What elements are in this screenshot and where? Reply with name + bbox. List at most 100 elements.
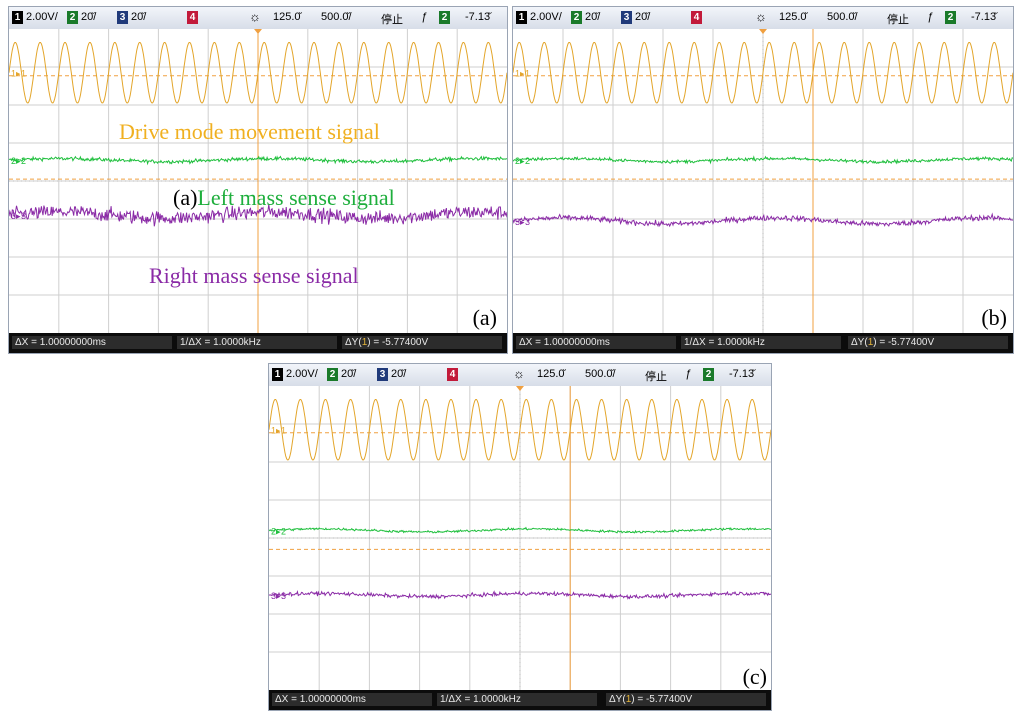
measurement-bar: ΔX = 1.00000000ms 1/ΔX = 1.0000kHz ΔY(1)…	[513, 333, 1013, 353]
ch2-ground-marker[interactable]: 2▸	[515, 156, 525, 166]
delta-x-readout[interactable]: ΔX = 1.00000000ms	[12, 336, 172, 349]
waveform-plot: 1▸ 1 2▸ 2 3▸ 3	[268, 386, 772, 690]
trigger-source[interactable]: 2	[439, 11, 453, 24]
ch3-label: 3	[525, 217, 530, 227]
ch3-number: 3	[377, 368, 388, 381]
waveform-screen: 1▸ 1 2▸ 2 3▸ 3	[512, 29, 1014, 333]
ch2-ground-marker[interactable]: 2▸	[271, 526, 281, 536]
ch3-scale[interactable]: 3 20̆/	[621, 11, 650, 24]
delta-x-readout[interactable]: ΔX = 1.00000000ms	[516, 336, 676, 349]
waveform-plot: 1▸ 1 2▸ 2 3▸ 3	[8, 29, 508, 333]
ch1-scale[interactable]: 1 2.00V/	[12, 11, 58, 24]
ch1-label: 1	[525, 69, 530, 79]
left-annotation-prefix: (a)	[173, 185, 198, 210]
ch2-scale[interactable]: 2 20̆/	[327, 368, 356, 381]
measurement-bar: ΔX = 1.00000000ms 1/ΔX = 1.0000kHz ΔY(1)…	[269, 690, 771, 710]
run-state[interactable]: 停止	[381, 14, 403, 26]
inverse-delta-x-readout[interactable]: 1/ΔX = 1.0000kHz	[437, 693, 597, 706]
delta-y-readout[interactable]: ΔY(1) = -5.77400V	[848, 336, 1008, 349]
left-annotation-text: Left mass sense signal	[197, 185, 395, 210]
ch2-trace	[512, 155, 1014, 165]
right-signal-annotation: Right mass sense signal	[149, 263, 359, 288]
ch1-scale[interactable]: 1 2.00V/	[516, 11, 562, 24]
trigger-ch-number: 2	[945, 11, 956, 24]
time-offset[interactable]: 125.0̆	[537, 368, 565, 380]
trigger-position-marker	[516, 386, 524, 391]
trigger-source[interactable]: 2	[945, 11, 959, 24]
ch3-trace	[8, 204, 508, 227]
falling-edge-icon[interactable]: ƒ	[927, 11, 934, 23]
falling-edge-icon[interactable]: ƒ	[421, 11, 428, 23]
ch1-number: 1	[12, 11, 23, 24]
ch4-scale[interactable]: 4	[187, 11, 201, 24]
ch1-trace	[268, 399, 772, 461]
ch4-number: 4	[187, 11, 198, 24]
ch1-trace	[8, 42, 508, 104]
left-signal-annotation: (a)Left mass sense signal	[173, 185, 395, 211]
dy-suffix: ) = -5.77400V	[873, 337, 935, 348]
delta-y-readout[interactable]: ΔY(1) = -5.77400V	[606, 693, 766, 706]
ch4-scale[interactable]: 4	[691, 11, 705, 24]
ch3-scale-value: 20̆/	[131, 11, 147, 23]
ch2-number: 2	[67, 11, 78, 24]
ch3-ground-marker[interactable]: 3▸	[515, 217, 525, 227]
run-state[interactable]: 停止	[645, 371, 667, 383]
status-bar: 1 2.00V/ 2 20̆/ 3 20̆/ 4 ☼ 125.0̆ 500.0̆/ 停…	[9, 7, 507, 30]
delta-x-readout[interactable]: ΔX = 1.00000000ms	[272, 693, 432, 706]
scope-panel-c: 1 2.00V/ 2 20̆/ 3 20̆/ 4 ☼ 125.0̆ 500.0̆/ 停…	[268, 363, 772, 711]
ch3-scale[interactable]: 3 20̆/	[377, 368, 406, 381]
time-offset[interactable]: 125.0̆	[779, 11, 807, 23]
ch2-ground-marker[interactable]: 2▸	[11, 156, 21, 166]
ch2-scale-value: 20̆/	[341, 368, 357, 380]
waveform-screen: 1▸ 1 2▸ 2 3▸ 3	[8, 29, 508, 333]
ch1-ground-marker[interactable]: 1▸	[515, 69, 525, 79]
ch4-number: 4	[447, 368, 458, 381]
trigger-source[interactable]: 2	[703, 368, 717, 381]
ch1-number: 1	[272, 368, 283, 381]
time-offset[interactable]: 125.0̆	[273, 11, 301, 23]
ch1-scale[interactable]: 1 2.00V/	[272, 368, 318, 381]
ch3-scale[interactable]: 3 20̆/	[117, 11, 146, 24]
ch2-scale[interactable]: 2 20̆/	[67, 11, 96, 24]
dy-prefix: ΔY(	[345, 337, 362, 348]
ch4-scale[interactable]: 4	[447, 368, 461, 381]
ch3-label: 3	[21, 211, 26, 221]
ch2-scale[interactable]: 2 20̆/	[571, 11, 600, 24]
ch1-label: 1	[281, 426, 286, 436]
run-state[interactable]: 停止	[887, 14, 909, 26]
ch3-number: 3	[621, 11, 632, 24]
scope-panel-a: 1 2.00V/ 2 20̆/ 3 20̆/ 4 ☼ 125.0̆ 500.0̆/ 停…	[8, 6, 508, 354]
ch2-trace	[8, 155, 508, 166]
time-scale[interactable]: 500.0̆/	[585, 368, 616, 380]
falling-edge-icon[interactable]: ƒ	[685, 368, 692, 380]
ch3-label: 3	[281, 591, 286, 601]
trigger-level[interactable]: -7.13̆	[729, 368, 755, 380]
ch3-scale-value: 20̆/	[635, 11, 651, 23]
dy-prefix: ΔY(	[609, 694, 626, 705]
time-scale[interactable]: 500.0̆/	[827, 11, 858, 23]
ch3-ground-marker[interactable]: 3▸	[11, 211, 21, 221]
trigger-level[interactable]: -7.13̆	[465, 11, 491, 23]
trigger-ch-number: 2	[439, 11, 450, 24]
measurement-bar: ΔX = 1.00000000ms 1/ΔX = 1.0000kHz ΔY(1)…	[9, 333, 507, 353]
delta-y-readout[interactable]: ΔY(1) = -5.77400V	[342, 336, 502, 349]
ch1-scale-value: 2.00V/	[530, 11, 562, 23]
dy-channel: 1	[867, 337, 874, 348]
ch1-ground-marker[interactable]: 1▸	[271, 426, 281, 436]
ch1-number: 1	[516, 11, 527, 24]
ch3-ground-marker[interactable]: 3▸	[271, 591, 281, 601]
waveform-screen: 1▸ 1 2▸ 2 3▸ 3	[268, 386, 772, 690]
sun-icon[interactable]: ☼	[755, 9, 767, 24]
sun-icon[interactable]: ☼	[513, 366, 525, 381]
waveform-plot: 1▸ 1 2▸ 2 3▸ 3	[512, 29, 1014, 333]
sun-icon[interactable]: ☼	[249, 9, 261, 24]
inverse-delta-x-readout[interactable]: 1/ΔX = 1.0000kHz	[681, 336, 841, 349]
time-scale[interactable]: 500.0̆/	[321, 11, 352, 23]
inverse-delta-x-readout[interactable]: 1/ΔX = 1.0000kHz	[177, 336, 337, 349]
trigger-level[interactable]: -7.13̆	[971, 11, 997, 23]
ch2-number: 2	[327, 368, 338, 381]
dy-channel: 1	[361, 337, 368, 348]
ch4-number: 4	[691, 11, 702, 24]
dy-suffix: ) = -5.77400V	[631, 694, 693, 705]
ch1-ground-marker[interactable]: 1▸	[11, 69, 21, 79]
